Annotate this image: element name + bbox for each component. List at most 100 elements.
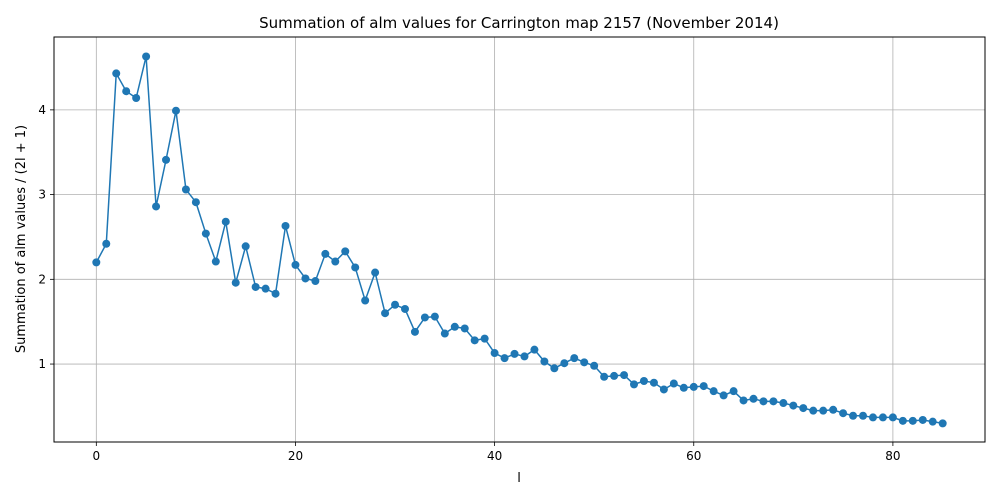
plot-frame bbox=[53, 36, 986, 443]
data-point bbox=[460, 324, 469, 333]
data-point bbox=[859, 411, 868, 420]
data-point bbox=[630, 380, 639, 389]
data-point bbox=[649, 378, 658, 387]
data-point bbox=[868, 413, 877, 422]
data-point bbox=[570, 354, 579, 363]
data-point bbox=[400, 304, 409, 313]
data-point bbox=[241, 242, 250, 251]
data-point bbox=[689, 382, 698, 391]
data-point bbox=[878, 413, 887, 422]
y-axis-label: Summation of alm values / (2l + 1) bbox=[14, 125, 29, 353]
data-point bbox=[450, 322, 459, 331]
y-tick-label: 3 bbox=[38, 188, 46, 202]
x-tick-label: 40 bbox=[487, 449, 502, 463]
data-point bbox=[341, 247, 350, 256]
x-tick-label: 80 bbox=[885, 449, 900, 463]
data-point bbox=[420, 313, 429, 322]
data-point bbox=[191, 198, 200, 207]
data-point bbox=[331, 257, 340, 266]
data-point bbox=[729, 387, 738, 396]
data-point bbox=[92, 258, 101, 267]
data-point bbox=[918, 415, 927, 424]
data-point bbox=[490, 349, 499, 358]
data-point bbox=[928, 417, 937, 426]
data-point bbox=[829, 405, 838, 414]
data-point bbox=[510, 349, 519, 358]
data-point bbox=[470, 336, 479, 345]
data-point bbox=[699, 382, 708, 391]
data-point bbox=[938, 419, 947, 428]
data-point bbox=[311, 277, 320, 286]
y-tick-label: 4 bbox=[38, 103, 46, 117]
x-tick-label: 20 bbox=[288, 449, 303, 463]
data-point bbox=[888, 413, 897, 422]
data-point bbox=[580, 358, 589, 367]
grid bbox=[54, 37, 985, 442]
data-point bbox=[769, 397, 778, 406]
data-point bbox=[361, 296, 370, 305]
data-point bbox=[201, 229, 210, 238]
data-point bbox=[809, 406, 818, 415]
data-point bbox=[291, 260, 300, 269]
data-point bbox=[610, 371, 619, 380]
data-point bbox=[301, 274, 310, 283]
data-point bbox=[171, 106, 180, 115]
y-tick-label: 1 bbox=[38, 357, 46, 371]
data-point bbox=[132, 94, 141, 103]
data-point bbox=[709, 387, 718, 396]
plot-background bbox=[54, 37, 985, 442]
data-point bbox=[590, 361, 599, 370]
data-point bbox=[739, 396, 748, 405]
data-point bbox=[271, 289, 280, 298]
data-point bbox=[849, 411, 858, 420]
data-point bbox=[381, 309, 390, 318]
data-point bbox=[560, 359, 569, 368]
data-point bbox=[749, 394, 758, 403]
data-point bbox=[679, 383, 688, 392]
data-point bbox=[410, 327, 419, 336]
data-point bbox=[251, 282, 260, 291]
data-point bbox=[669, 379, 678, 388]
data-point bbox=[102, 239, 111, 248]
y-ticks: 1 2 3 4 bbox=[38, 103, 54, 371]
data-point bbox=[520, 352, 529, 361]
data-point bbox=[620, 371, 629, 380]
data-point bbox=[759, 397, 768, 406]
data-point bbox=[440, 329, 449, 338]
x-tick-label: 60 bbox=[686, 449, 701, 463]
y-tick-label: 2 bbox=[38, 272, 46, 286]
data-point bbox=[898, 416, 907, 425]
data-point bbox=[371, 268, 380, 277]
data-point bbox=[181, 185, 190, 194]
x-ticks: 0 20 40 60 80 bbox=[92, 442, 901, 463]
data-point bbox=[152, 202, 161, 211]
data-point bbox=[550, 364, 559, 373]
data-point bbox=[600, 372, 609, 381]
data-point bbox=[231, 278, 240, 287]
data-point bbox=[112, 69, 121, 78]
data-point bbox=[162, 155, 171, 164]
data-point bbox=[779, 399, 788, 408]
data-point bbox=[321, 249, 330, 258]
series-points-layer bbox=[92, 52, 947, 428]
data-point bbox=[500, 354, 509, 363]
data-point bbox=[261, 284, 270, 293]
chart-title: Summation of alm values for Carrington m… bbox=[259, 14, 779, 32]
x-tick-label: 0 bbox=[92, 449, 100, 463]
data-point bbox=[719, 391, 728, 400]
data-point bbox=[659, 385, 668, 394]
data-point bbox=[639, 376, 648, 385]
data-point bbox=[351, 263, 360, 272]
data-point bbox=[122, 87, 131, 96]
data-point bbox=[530, 345, 539, 354]
data-point bbox=[908, 416, 917, 425]
data-point bbox=[799, 404, 808, 413]
data-point bbox=[789, 401, 798, 410]
data-point bbox=[281, 221, 290, 230]
x-axis-label: l bbox=[517, 471, 521, 486]
data-point bbox=[221, 217, 230, 226]
data-point bbox=[540, 357, 549, 366]
data-point bbox=[430, 312, 439, 321]
data-point bbox=[819, 406, 828, 415]
